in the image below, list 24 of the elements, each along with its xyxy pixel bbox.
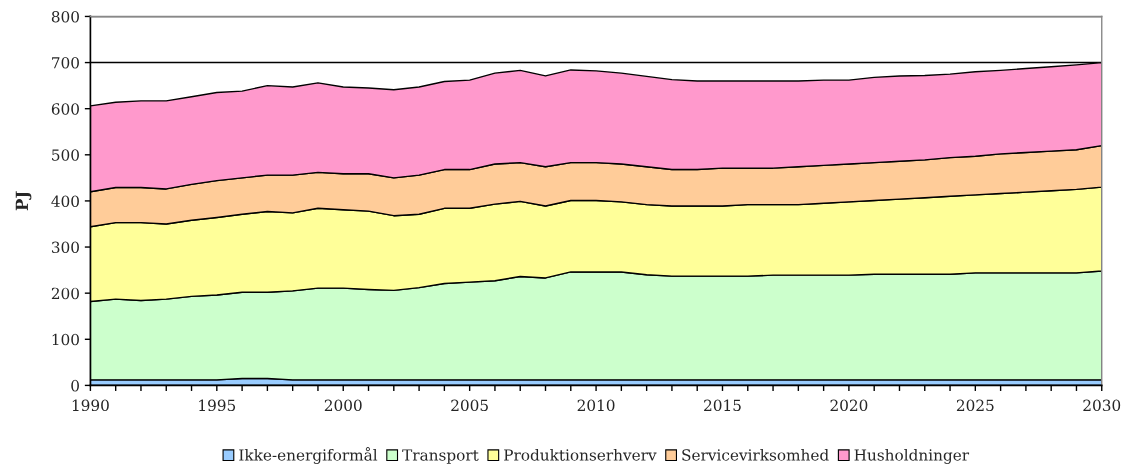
y-tick-label: 600 (51, 103, 79, 115)
y-tick-label: 100 (52, 333, 79, 346)
x-tick-label: 2030 (1083, 399, 1121, 412)
legend-label: Servicevirksomhed (682, 448, 829, 461)
y-tick-label: 300 (51, 241, 79, 254)
y-tick-label: 500 (52, 149, 79, 161)
x-tick-label: 1995 (199, 399, 236, 412)
legend-label: Produktionserhverv (504, 448, 657, 461)
x-tick-label: 2025 (956, 399, 994, 412)
x-tick-label: 2005 (451, 399, 488, 412)
legend-label: Ikke-energiformål (239, 447, 378, 464)
x-tick-label: 2015 (704, 399, 741, 412)
y-tick-label: 200 (51, 287, 79, 300)
y-tick-label: 700 (52, 57, 79, 69)
y-tick-label: 0 (71, 379, 79, 392)
legend-label: Transport (402, 449, 479, 464)
x-tick-label: 2020 (830, 399, 868, 412)
y-tick-label: 800 (51, 10, 79, 23)
legend-label: Husholdninger (854, 448, 970, 464)
y-axis-title: PJ (15, 191, 32, 211)
x-tick-label: 2010 (577, 399, 615, 412)
x-tick-label: 2000 (324, 399, 362, 412)
x-tick-label: 1990 (72, 399, 109, 412)
y-tick-label: 400 (51, 195, 79, 207)
